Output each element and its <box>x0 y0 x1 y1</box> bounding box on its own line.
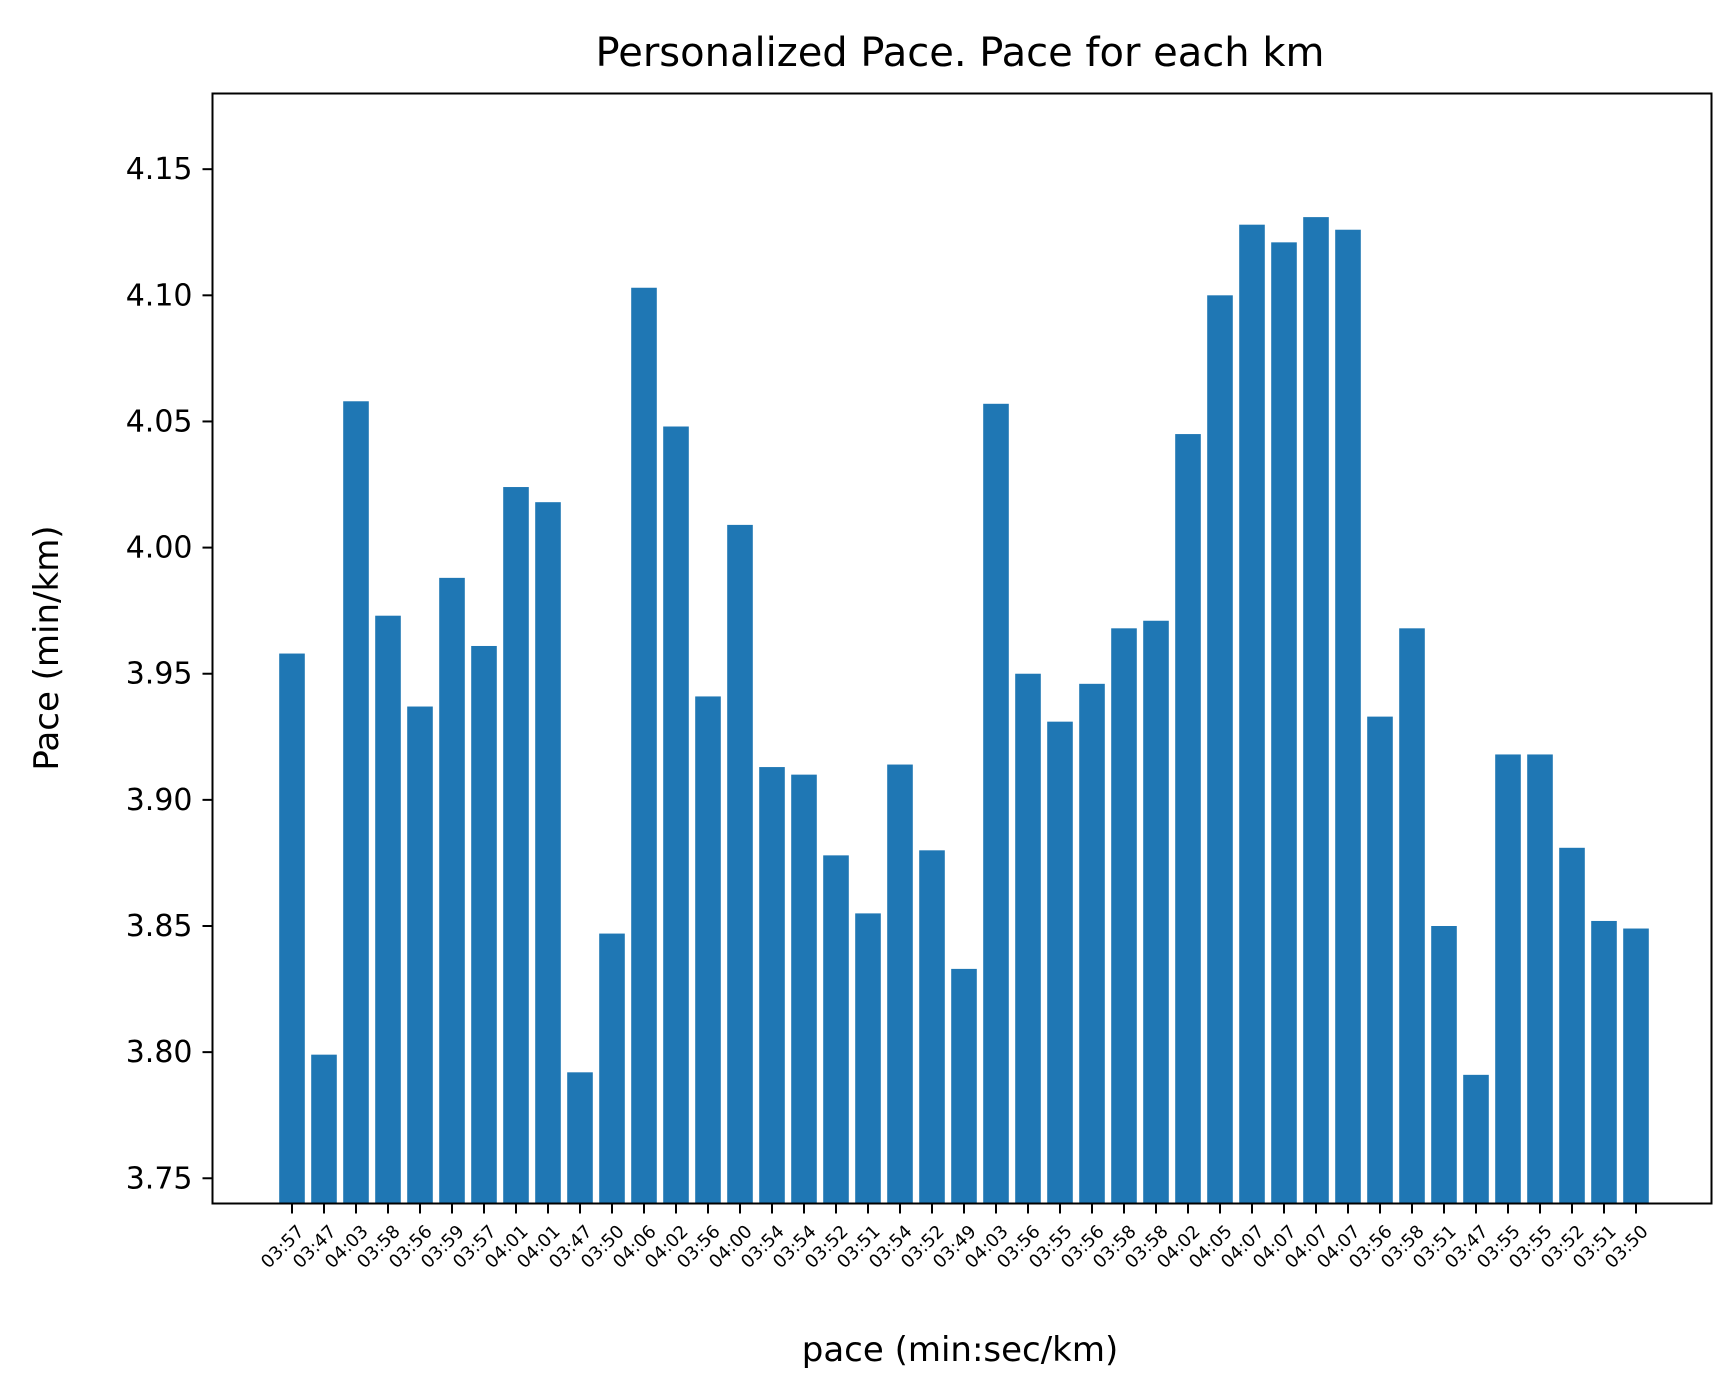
bar <box>535 502 561 1204</box>
bar <box>599 933 625 1204</box>
y-tick-label: 4.10 <box>126 278 193 313</box>
bar <box>1303 217 1329 1204</box>
plot-frame <box>211 92 1713 1205</box>
bar <box>1143 620 1169 1204</box>
y-tick-label: 3.75 <box>126 1161 193 1196</box>
bar <box>1463 1074 1489 1204</box>
bar <box>311 1054 337 1204</box>
bar <box>887 764 913 1204</box>
bar <box>1335 229 1361 1204</box>
y-tick-label: 3.95 <box>126 657 193 692</box>
y-axis: 3.75 3.80 3.85 3.90 3.95 4.00 4.05 4.10 4.15 <box>126 152 213 1196</box>
bar <box>279 653 305 1204</box>
bar <box>983 403 1009 1204</box>
bar <box>375 615 401 1204</box>
bar <box>919 850 945 1204</box>
bar <box>1047 721 1073 1204</box>
bar <box>791 774 817 1204</box>
bar <box>1367 716 1393 1204</box>
bar <box>503 487 529 1204</box>
x-axis: 03:5703:4704:0303:5803:5603:5903:5704:01… <box>257 1203 1653 1273</box>
bar <box>759 767 785 1204</box>
bar <box>1527 754 1553 1204</box>
y-tick-label: 4.05 <box>126 404 193 439</box>
bar <box>407 706 433 1204</box>
y-axis-label: Pace (min/km) <box>27 525 67 770</box>
bar <box>663 426 689 1204</box>
bar <box>343 401 369 1204</box>
bar <box>1623 928 1649 1204</box>
bar <box>1271 242 1297 1204</box>
bar <box>1207 295 1233 1204</box>
bar <box>1559 847 1585 1204</box>
bar <box>1079 683 1105 1204</box>
y-tick-label: 4.00 <box>126 531 193 566</box>
bar <box>1495 754 1521 1204</box>
y-tick-label: 3.90 <box>126 783 193 818</box>
bar <box>1591 920 1617 1204</box>
bar <box>1431 926 1457 1204</box>
bar <box>727 524 753 1204</box>
bar <box>1175 434 1201 1204</box>
bar <box>823 855 849 1204</box>
y-tick-label: 3.80 <box>126 1035 193 1070</box>
bar <box>567 1072 593 1204</box>
bar <box>471 645 497 1204</box>
y-tick-label: 4.15 <box>126 152 193 187</box>
bar <box>1399 628 1425 1204</box>
bar <box>1239 224 1265 1204</box>
bar <box>1015 673 1041 1204</box>
bar <box>439 577 465 1204</box>
bar <box>695 696 721 1204</box>
bars-group <box>279 217 1649 1204</box>
bar <box>951 968 977 1204</box>
y-tick-label: 3.85 <box>126 909 193 944</box>
bar <box>1111 628 1137 1204</box>
bar <box>631 287 657 1204</box>
bar <box>855 913 881 1204</box>
x-axis-label: pace (min:sec/km) <box>802 1330 1119 1370</box>
chart-title: Personalized Pace. Pace for each km <box>596 30 1325 76</box>
